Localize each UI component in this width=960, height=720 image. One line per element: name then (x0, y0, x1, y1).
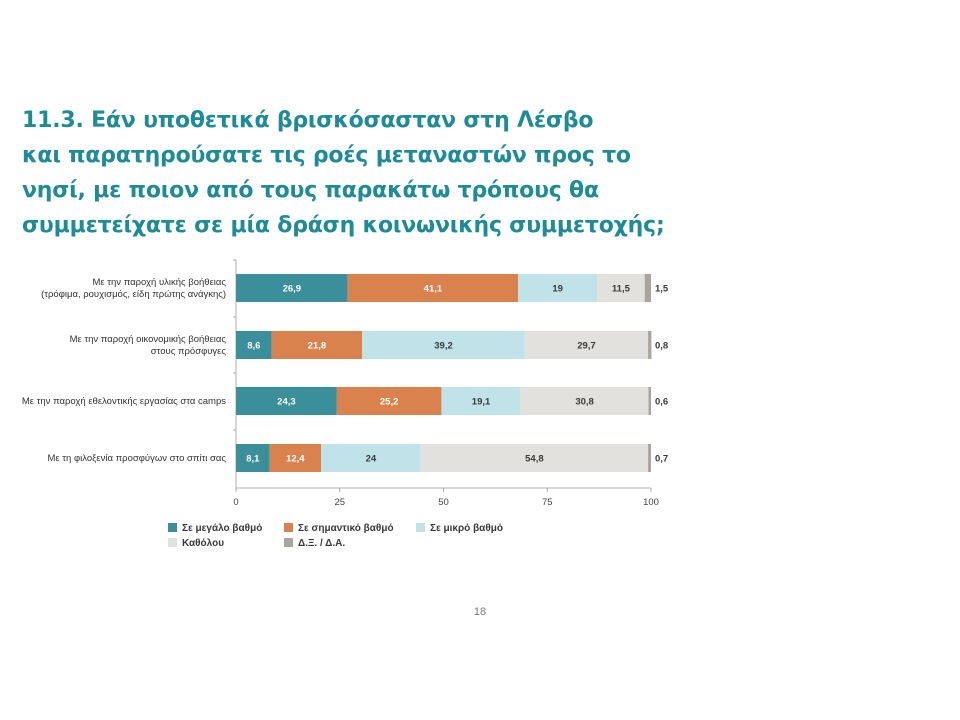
bar-segment (524, 331, 649, 359)
data-label: 11,5 (612, 284, 631, 295)
page-number: 18 (473, 606, 487, 618)
x-tick-label: 50 (438, 497, 449, 508)
data-label: 8,6 (247, 341, 260, 352)
bar-segment (362, 331, 525, 359)
legend-swatch (416, 523, 425, 532)
data-label: 12,4 (286, 454, 305, 465)
category-label: Με την παροχή οικονομικής βοήθειας (70, 334, 227, 345)
data-label: 26,9 (283, 284, 302, 295)
bar-segment (644, 274, 651, 302)
data-label: 39,2 (434, 341, 453, 352)
legend-label: Σε σημαντικό βαθμό (298, 523, 394, 534)
legend-label: Σε μεγάλο βαθμό (182, 523, 262, 534)
data-label: 24,3 (277, 397, 296, 408)
bar-segment (236, 444, 270, 472)
x-tick-label: 100 (643, 497, 659, 508)
bar-segment (236, 331, 272, 359)
category-label: Με την παροχή εθελοντικής εργασίας στα c… (22, 396, 226, 407)
bar-segment (420, 444, 649, 472)
data-label: 30,8 (575, 397, 594, 408)
x-tick-label: 75 (542, 497, 553, 508)
bar-segment (648, 444, 651, 472)
bar-segment (347, 274, 519, 302)
bar-segment (269, 444, 322, 472)
title-line-2: και παρατηρούσατε τις ροές μεταναστών πρ… (22, 143, 631, 168)
bar-segment (597, 274, 645, 302)
data-label: 21,8 (308, 341, 327, 352)
title-line-1: 11.3. Εάν υποθετικά βρισκόσασταν στη Λέσ… (22, 108, 594, 133)
bar-segment (321, 444, 421, 472)
legend-swatch (284, 523, 293, 532)
data-label: 24 (366, 454, 377, 465)
data-label: 29,7 (577, 341, 596, 352)
legend-label: Καθόλου (182, 538, 224, 549)
x-tick-label: 25 (334, 497, 345, 508)
legend-swatch (168, 523, 177, 532)
bar-segment (336, 387, 442, 415)
bar-segment (520, 387, 649, 415)
x-tick-label: 0 (233, 497, 238, 508)
bar-segment (518, 274, 598, 302)
bar-segment (648, 387, 651, 415)
title-line-3: νησί, με ποιον από τους παρακάτω τρόπους… (22, 178, 599, 203)
page-title: 11.3. Εάν υποθετικά βρισκόσασταν στη Λέσ… (22, 103, 722, 243)
bar-segment (441, 387, 521, 415)
data-label: 41,1 (424, 284, 443, 295)
legend-label: Σε μικρό βαθμό (430, 523, 503, 534)
bar-segment (271, 331, 363, 359)
legend-label: Δ.Ξ. / Δ.Α. (298, 538, 345, 549)
bar-segment (648, 331, 652, 359)
data-label: 8,1 (246, 454, 260, 465)
title-line-4: συμμετείχατε σε μία δράση κοινωνικής συμ… (22, 213, 665, 238)
category-label: στους πρόσφυγες (151, 346, 227, 357)
legend-swatch (168, 538, 177, 547)
data-label: 0,6 (655, 397, 668, 408)
data-label: 19,1 (472, 397, 491, 408)
legend-swatch (284, 538, 293, 547)
data-label: 19 (552, 284, 563, 295)
data-label: 54,8 (525, 454, 544, 465)
data-label: 1,5 (655, 284, 669, 295)
category-label: (τρόφιμα, ρουχισμός, είδη πρώτης ανάγκης… (41, 289, 226, 300)
category-label: Με την παροχή υλικής βοήθειας (92, 277, 226, 288)
data-label: 25,2 (380, 397, 399, 408)
data-label: 0,7 (655, 454, 668, 465)
data-label: 0,8 (655, 341, 668, 352)
category-label: Με τη φιλοξενία προσφύγων στο σπίτι σας (48, 453, 227, 464)
bar-segment (236, 387, 337, 415)
bar-segment (236, 274, 348, 302)
